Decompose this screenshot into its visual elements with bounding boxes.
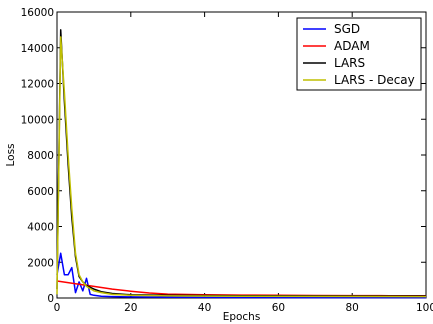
legend-label-lars-decay: LARS - Decay (334, 73, 415, 87)
y-tick-label: 10000 (21, 114, 54, 126)
x-tick-label: 60 (272, 302, 285, 314)
x-tick-label: 80 (346, 302, 359, 314)
y-tick-label: 2000 (27, 257, 54, 269)
y-axis-label: Loss (5, 143, 17, 166)
y-tick-label: 8000 (27, 150, 54, 162)
y-tick-label: 12000 (21, 79, 54, 91)
y-tick-label: 14000 (21, 43, 54, 55)
x-tick-label: 0 (54, 302, 61, 314)
y-tick-label: 0 (47, 293, 54, 305)
legend-label-lars: LARS (334, 56, 365, 70)
legend-label-adam: ADAM (334, 39, 370, 53)
x-tick-label: 20 (124, 302, 137, 314)
legend: SGD ADAM LARS LARS - Decay (296, 17, 422, 91)
y-axis-ticks: 0 2000 4000 6000 8000 10000 12000 14000 16000 (21, 7, 426, 305)
x-tick-label: 40 (198, 302, 211, 314)
x-axis-label: Epochs (223, 311, 261, 323)
legend-box (296, 17, 422, 91)
legend-label-sgd: SGD (334, 22, 360, 36)
x-tick-label: 100 (416, 302, 433, 314)
y-tick-label: 16000 (21, 7, 54, 19)
series-line-lars-decay (56, 36, 427, 298)
y-tick-label: 6000 (27, 186, 54, 198)
legend-items: SGD ADAM LARS LARS - Decay (303, 22, 415, 87)
y-tick-label: 4000 (27, 222, 54, 234)
series-layer (56, 29, 427, 299)
